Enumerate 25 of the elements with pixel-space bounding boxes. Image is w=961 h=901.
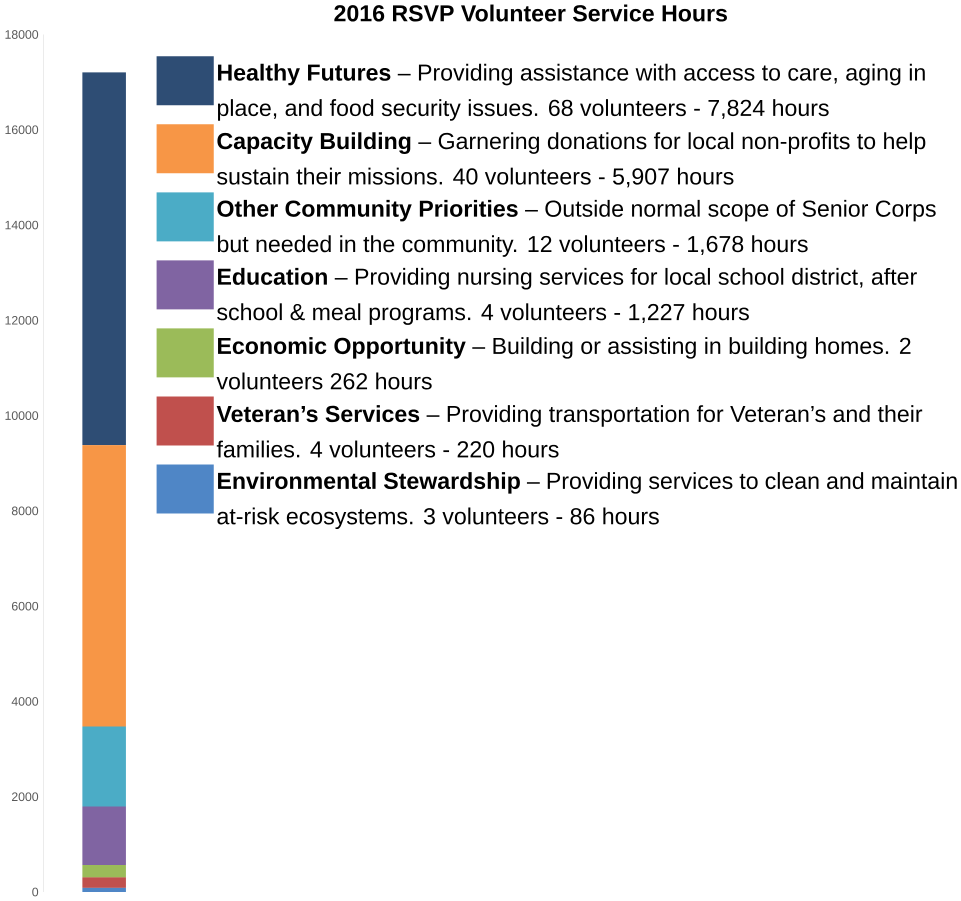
bar [82,445,126,727]
y-tick-label: 14000 [5,220,38,230]
y-tick-label: 8000 [12,506,38,516]
bar [82,865,126,878]
y-tick-label: 6000 [12,602,38,611]
legend-label: Environmental Stewardship – Providing services to clean and maintain at-risk ecosystems. 3 volunteers - 86 hours [217,472,957,530]
y-tick-label: 18000 [5,30,38,39]
legend-label: Education – Providing nursing services for local school district, after school & meal programs. 4 volunteers - 1,227 hours [217,268,917,325]
legend-label: Veteran’s Services – Providing transportation for Veteran’s and their families. 4 volunteers - 220 hours [216,405,922,458]
legend-label: Healthy Futures – Providing assistance with access to care, aging in place, and food security issues. 68 volunteers - 7,824 hours [218,64,925,121]
bar [82,726,126,807]
bar [82,877,126,888]
y-tick-label: 10000 [5,411,38,420]
bar [82,806,126,866]
y-tick-label: 12000 [5,316,38,325]
legend-label: Other Community Priorities – Outside normal scope of Senior Corps but needed in the community. 12 volunteers - 1,678 hours [217,200,936,257]
y-tick-label: 2000 [12,792,38,802]
y-tick-label: 0 [32,888,38,896]
bar [82,72,126,446]
y-tick-label: 16000 [5,125,38,134]
bar [82,888,126,892]
text: Economic Opportunity – Building or assisting in building homes. 2 volunteers 262 hours [216,337,910,390]
legend-label: Capacity Building – Garnering donations for local non-profits to help sustain their missions. 40 volunteers - 5,907 hours [217,132,926,188]
y-tick-label: 4000 [12,697,38,706]
text: 2016 RSVP Volunteer Service Hours [334,4,727,22]
